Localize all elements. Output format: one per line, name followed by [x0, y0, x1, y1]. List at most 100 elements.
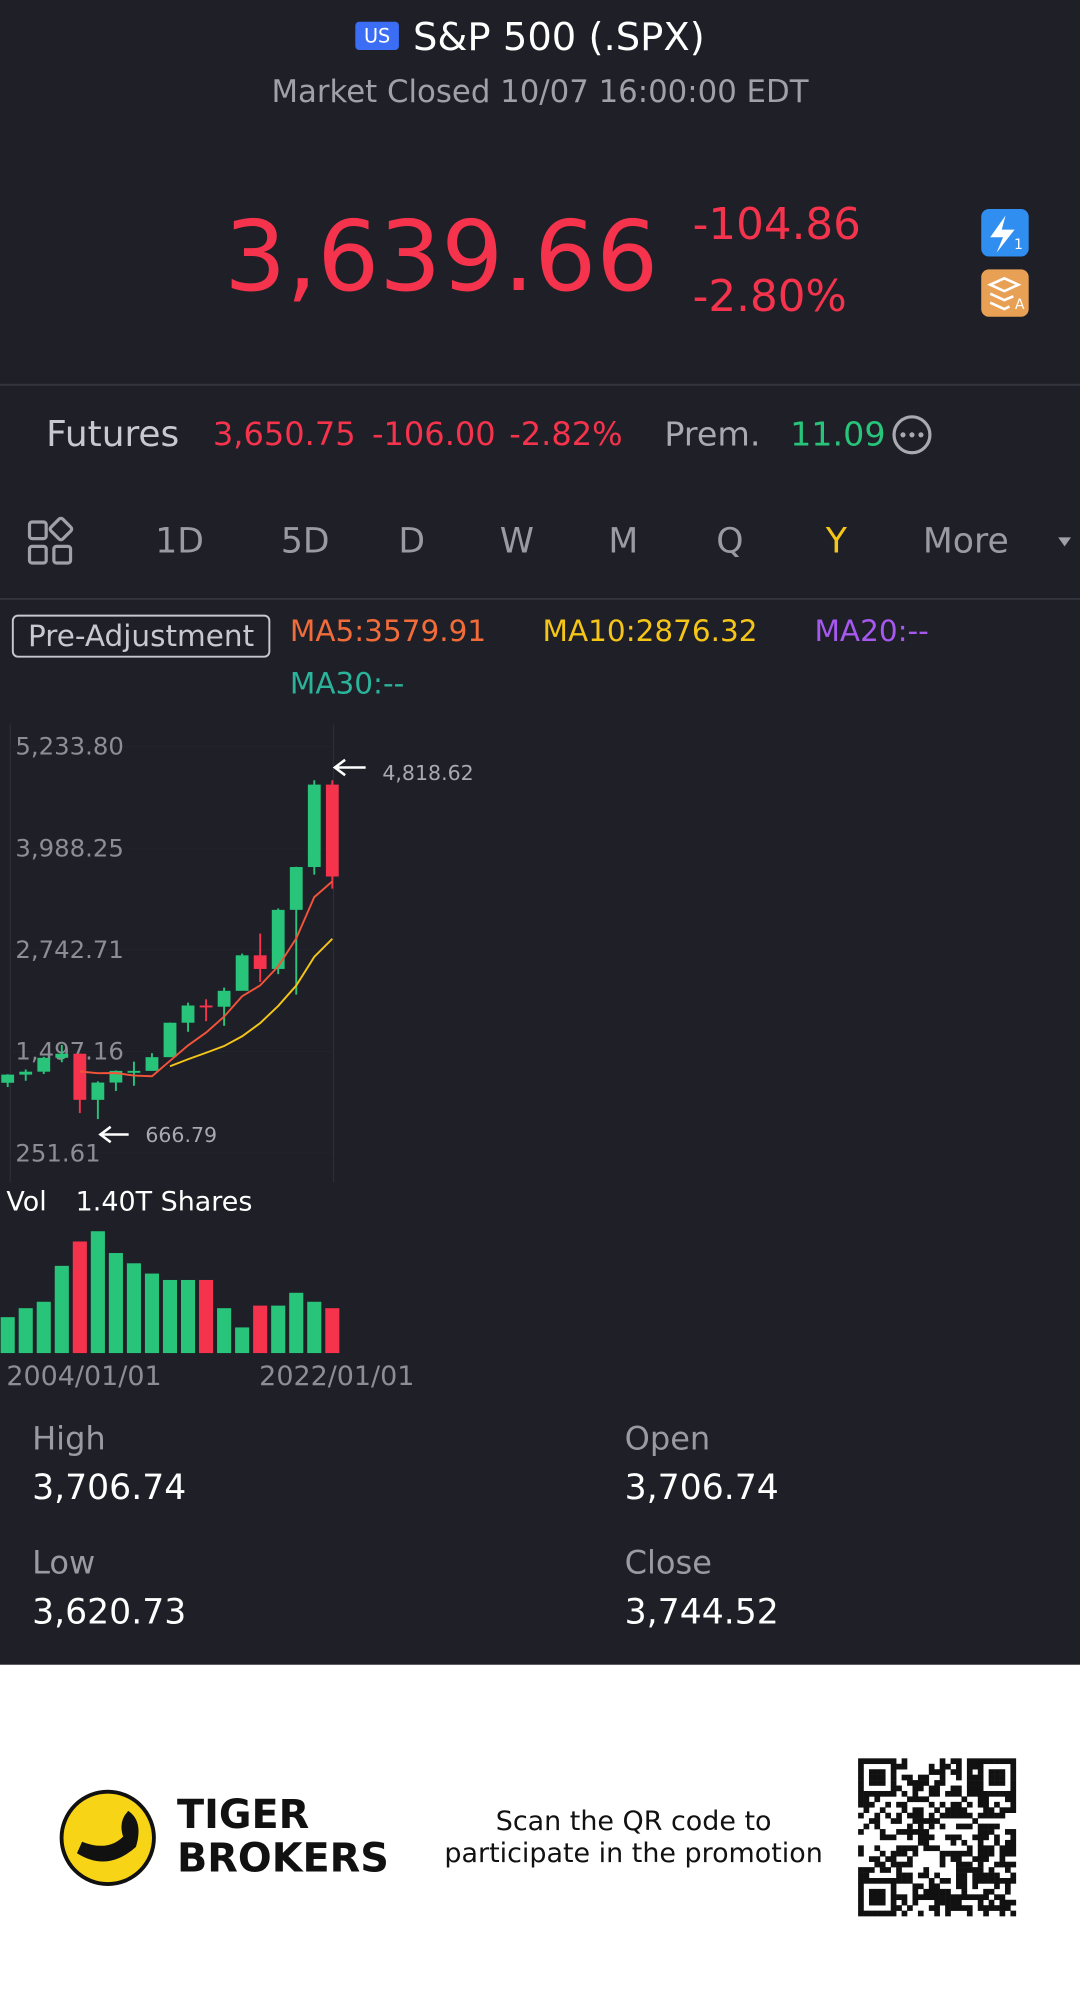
qr-cell	[945, 1807, 951, 1813]
brand: TIGER	[177, 1792, 309, 1838]
tab[interactable]: More	[923, 522, 1009, 562]
qr-cell	[885, 1834, 891, 1841]
qr-cell	[912, 1894, 919, 1901]
qr-cell	[858, 1867, 864, 1873]
adjustment-box[interactable]	[11, 614, 271, 658]
qr-cell	[874, 1845, 881, 1852]
qr-cell	[994, 1790, 1000, 1797]
qr-cell	[977, 1856, 984, 1862]
tab[interactable]: D	[398, 522, 425, 562]
qr-cell	[858, 1774, 864, 1781]
qr-cell	[868, 1790, 875, 1797]
qr-cell	[917, 1818, 924, 1824]
qr-cell	[901, 1807, 908, 1813]
tab[interactable]: Q	[716, 522, 743, 562]
tab[interactable]: Y	[825, 522, 848, 562]
x-tick-label: 2022/01/01	[259, 1361, 414, 1392]
brand: BROKERS	[177, 1835, 389, 1881]
qr-cell	[983, 1845, 989, 1852]
qr-cell	[934, 1883, 940, 1890]
qr-cell	[1010, 1758, 1017, 1765]
qr-cell	[994, 1769, 1000, 1775]
qr-cell	[950, 1812, 957, 1819]
icon-badge: A	[1015, 297, 1025, 313]
qr-cell	[994, 1872, 1000, 1879]
candle-body	[163, 1022, 177, 1058]
qr-cell	[885, 1758, 891, 1765]
qr-cell	[907, 1796, 913, 1803]
qr-cell	[994, 1801, 1000, 1808]
qr-cell	[917, 1910, 924, 1917]
price: 3,639.66	[224, 200, 658, 313]
qr-cell	[858, 1785, 864, 1792]
qr-cell	[934, 1888, 940, 1895]
qr-cell	[896, 1878, 902, 1884]
qr-cell	[1004, 1796, 1011, 1803]
qr-cell	[961, 1796, 968, 1803]
ma-legend: MA5:3579.91 MA10:2876.32 MA20:-- MA30:--	[290, 614, 929, 701]
qr-cell	[928, 1883, 935, 1890]
qr-cell	[874, 1812, 881, 1819]
qr-cell	[977, 1905, 984, 1911]
qr-cell	[999, 1878, 1006, 1884]
qr-cell	[890, 1888, 897, 1895]
qr-cell	[868, 1758, 875, 1765]
qr-cell	[923, 1839, 930, 1846]
qr-cell	[923, 1888, 930, 1895]
qr-cell	[879, 1758, 886, 1765]
qr-cell	[950, 1905, 957, 1911]
qr-cell	[1010, 1850, 1017, 1857]
dropdown-arrow[interactable]	[1058, 537, 1072, 547]
qr-cell	[907, 1905, 913, 1911]
qr-cell	[1010, 1763, 1017, 1770]
qr-cell	[999, 1845, 1006, 1852]
qr-cell	[858, 1796, 864, 1803]
qr-cell	[917, 1894, 924, 1901]
qr-cell	[950, 1839, 957, 1846]
candle-body	[91, 1082, 105, 1100]
icon-part	[52, 544, 73, 565]
qr-cell	[983, 1807, 989, 1813]
qr-cell	[907, 1861, 913, 1868]
more-button[interactable]	[892, 415, 932, 455]
tab[interactable]: W	[500, 522, 534, 562]
qr-cell	[966, 1812, 973, 1819]
layout-icon[interactable]	[27, 516, 74, 565]
tab[interactable]: 1D	[155, 522, 204, 562]
qr-cell	[950, 1801, 957, 1808]
qr-cell	[879, 1829, 886, 1835]
stats: High 3,706.74 Open 3,706.74 Low 3,620.73 Close…	[32, 1419, 779, 1632]
qr-cell	[934, 1790, 940, 1797]
qr-code[interactable]	[858, 1758, 1017, 1917]
candle-body	[145, 1057, 159, 1071]
qr-cell	[1010, 1839, 1017, 1846]
ma-label: MA20:--	[814, 614, 928, 648]
adjustment[interactable]: Pre-Adjustment	[28, 619, 254, 653]
qr-cell	[994, 1823, 1000, 1830]
tab[interactable]: M	[608, 522, 638, 562]
qr-cell	[923, 1894, 930, 1901]
qr-cell	[1010, 1769, 1017, 1775]
qr-cell	[928, 1888, 935, 1895]
qr-cell	[939, 1801, 946, 1808]
qr-cell	[863, 1807, 870, 1813]
qr-cell	[972, 1774, 979, 1781]
volume-bar	[90, 1231, 105, 1354]
qr-cell	[890, 1894, 897, 1901]
qr-cell	[863, 1801, 870, 1808]
qr-cell	[966, 1850, 973, 1857]
qr-cell	[1010, 1845, 1017, 1852]
candle-body	[253, 955, 267, 969]
qr-cell	[917, 1812, 924, 1819]
layer-glyph	[987, 276, 1022, 311]
qr-cell	[1010, 1829, 1017, 1835]
qr-cell	[945, 1878, 951, 1884]
tab[interactable]: 5D	[281, 522, 330, 562]
qr-cell	[874, 1790, 881, 1797]
qr-cell	[977, 1839, 984, 1846]
qr-cell	[874, 1769, 881, 1775]
qr-cell	[1004, 1888, 1011, 1895]
qr-cell	[912, 1812, 919, 1819]
candle-body	[55, 1053, 69, 1058]
qr-cell	[972, 1785, 979, 1792]
